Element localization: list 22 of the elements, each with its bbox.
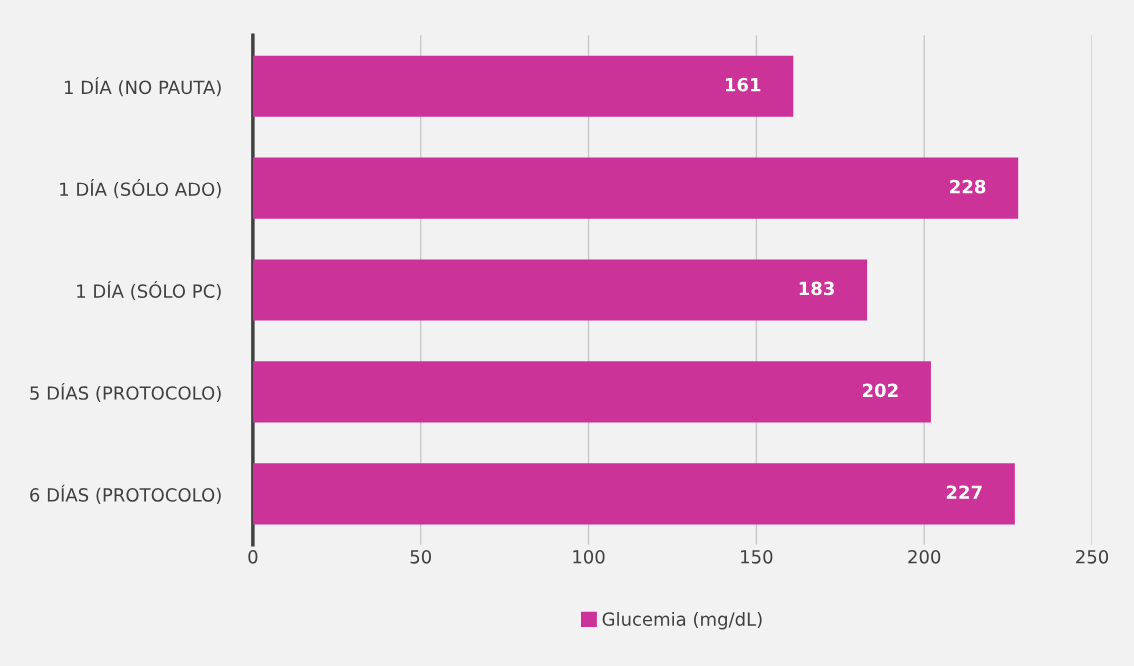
x-tick-label: 250: [1076, 549, 1109, 564]
data-label: 183: [799, 281, 834, 296]
y-tick-label: 5 DÍAS (PROTOCOLO): [30, 382, 221, 402]
y-tick-label: 1 DÍA (SÓLO PC): [77, 281, 221, 301]
data-label: 227: [946, 485, 982, 499]
y-tick-label: 1 DÍA (SÓLO ADO): [60, 179, 221, 199]
data-label: 202: [862, 383, 898, 398]
y-tick-label: 1 DÍA (NO PAUTA): [64, 77, 221, 97]
bar: [252, 259, 868, 321]
x-tick-label: 200: [908, 549, 941, 564]
bar: [252, 361, 931, 423]
x-tick-label: 100: [573, 549, 605, 564]
x-tick-label: 150: [741, 549, 773, 564]
legend-label: Glucemia (mg/dL): [602, 611, 762, 630]
x-tick-label: 50: [410, 549, 431, 564]
data-label: 161: [725, 77, 761, 92]
x-tick-label: 0: [248, 549, 258, 564]
bar: [252, 55, 794, 117]
bar: [252, 463, 1015, 525]
y-tick-label: 6 DÍAS (PROTOCOLO): [30, 484, 221, 504]
data-label: 228: [950, 179, 986, 194]
bar: [252, 157, 1019, 219]
